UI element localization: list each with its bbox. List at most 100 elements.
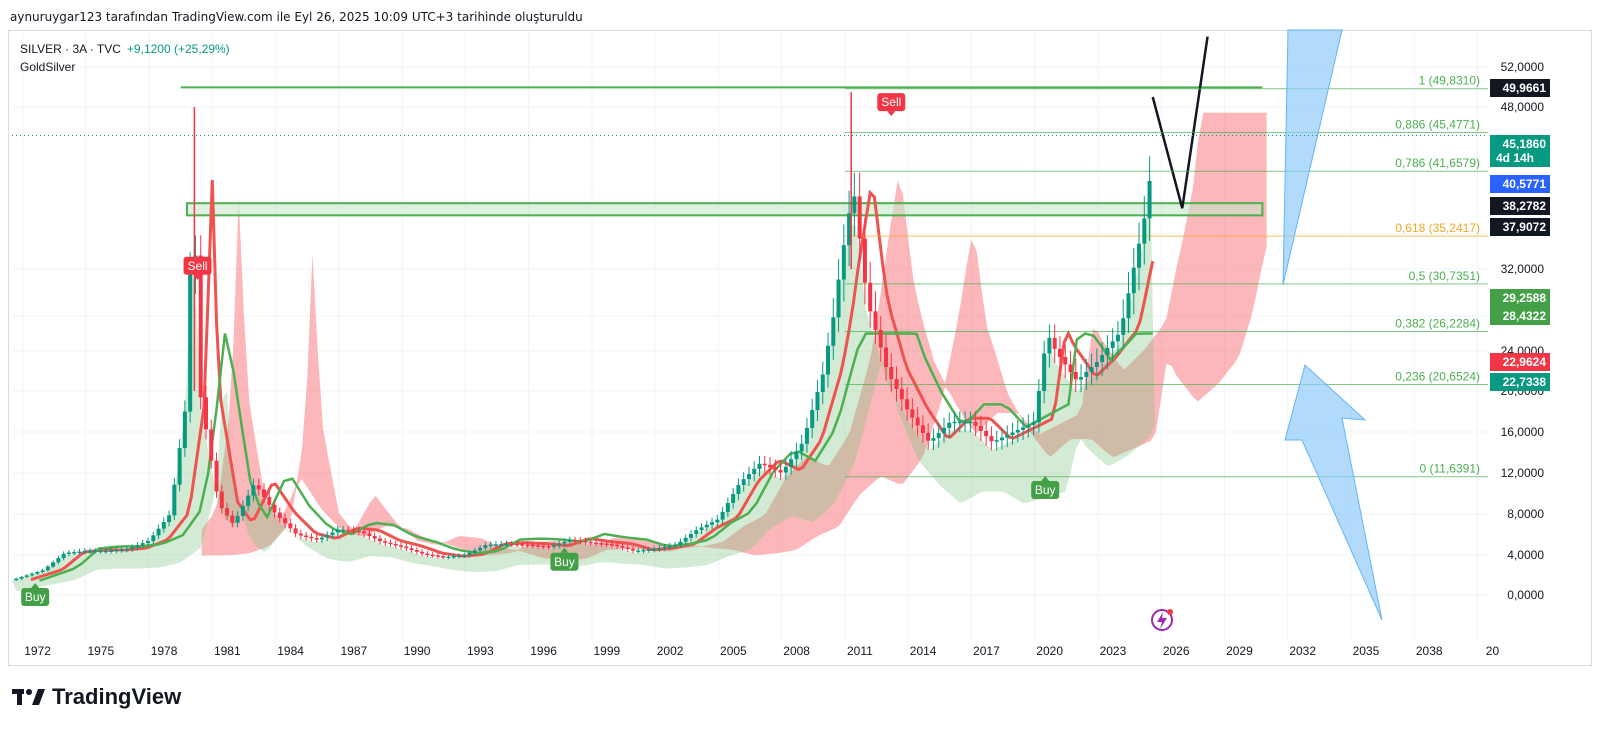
candle[interactable]: [1110, 328, 1115, 363]
candle[interactable]: [209, 419, 214, 469]
candle[interactable]: [525, 541, 530, 548]
candle[interactable]: [688, 530, 693, 542]
resistance-zone[interactable]: [186, 202, 1264, 217]
candle[interactable]: [899, 376, 904, 412]
candle[interactable]: [826, 332, 831, 388]
candle[interactable]: [1100, 342, 1105, 376]
projection-arrow-upper[interactable]: [1282, 29, 1343, 286]
symbol-label[interactable]: SILVER · 3A · TVC: [20, 42, 121, 56]
candle[interactable]: [725, 497, 730, 517]
candle[interactable]: [1026, 414, 1031, 438]
candle[interactable]: [362, 527, 367, 538]
candle[interactable]: [741, 472, 746, 492]
candle[interactable]: [462, 552, 467, 558]
candle[interactable]: [61, 551, 66, 561]
candle[interactable]: [493, 541, 498, 548]
candle[interactable]: [615, 541, 620, 549]
candle[interactable]: [520, 541, 525, 548]
candle[interactable]: [731, 487, 736, 509]
candle[interactable]: [167, 510, 172, 527]
candle[interactable]: [240, 500, 245, 521]
candle[interactable]: [715, 515, 720, 527]
candle[interactable]: [783, 459, 788, 480]
candle[interactable]: [293, 524, 298, 538]
candle[interactable]: [551, 542, 556, 550]
candle[interactable]: [583, 537, 588, 546]
candle[interactable]: [1036, 379, 1041, 433]
candle[interactable]: [873, 291, 878, 344]
candle[interactable]: [662, 544, 667, 551]
candle[interactable]: [246, 489, 251, 512]
candle[interactable]: [562, 538, 567, 547]
candle[interactable]: [277, 507, 282, 523]
candle[interactable]: [109, 547, 114, 554]
candle[interactable]: [51, 560, 56, 569]
indicator-name[interactable]: GoldSilver: [20, 60, 76, 74]
candle[interactable]: [346, 525, 351, 535]
candle[interactable]: [251, 478, 256, 502]
candle[interactable]: [283, 513, 288, 528]
candle[interactable]: [541, 542, 546, 550]
candle[interactable]: [314, 534, 319, 543]
candle[interactable]: [319, 534, 324, 543]
candle[interactable]: [1057, 336, 1062, 372]
candle[interactable]: [1126, 272, 1131, 333]
candle[interactable]: [135, 542, 140, 551]
candle[interactable]: [214, 452, 219, 498]
candle[interactable]: [947, 412, 952, 438]
candle[interactable]: [98, 548, 103, 554]
candle[interactable]: [704, 520, 709, 532]
candle[interactable]: [56, 555, 61, 565]
candle[interactable]: [620, 542, 625, 551]
candle[interactable]: [910, 398, 915, 429]
candle[interactable]: [1094, 348, 1099, 381]
candle[interactable]: [515, 540, 520, 548]
candle[interactable]: [1031, 411, 1036, 436]
candle[interactable]: [588, 538, 593, 546]
candle[interactable]: [430, 552, 435, 558]
candle[interactable]: [367, 529, 372, 540]
candle[interactable]: [414, 547, 419, 555]
candle[interactable]: [789, 450, 794, 475]
candle[interactable]: [114, 547, 119, 554]
candle[interactable]: [1084, 358, 1089, 390]
candle[interactable]: [124, 546, 129, 553]
candle[interactable]: [1010, 422, 1015, 445]
candle[interactable]: [630, 546, 635, 554]
candle[interactable]: [683, 534, 688, 545]
candle[interactable]: [884, 334, 889, 381]
candle[interactable]: [19, 575, 24, 580]
candle[interactable]: [646, 546, 651, 553]
candle[interactable]: [177, 439, 182, 492]
candle[interactable]: [852, 172, 857, 237]
candle[interactable]: [156, 524, 161, 539]
candle[interactable]: [298, 529, 303, 540]
candle[interactable]: [24, 574, 29, 579]
candle[interactable]: [383, 537, 388, 546]
candle[interactable]: [261, 483, 266, 504]
candle[interactable]: [1131, 248, 1136, 315]
candle[interactable]: [678, 538, 683, 549]
candle[interactable]: [467, 550, 472, 558]
candle[interactable]: [847, 190, 852, 267]
projection-path[interactable]: [1151, 36, 1209, 209]
projection-arrow-lower[interactable]: [1284, 364, 1383, 621]
candle[interactable]: [1068, 350, 1073, 386]
candle[interactable]: [1063, 343, 1068, 379]
candle[interactable]: [862, 217, 867, 305]
candle[interactable]: [984, 421, 989, 446]
candle[interactable]: [441, 553, 446, 560]
candle[interactable]: [878, 316, 883, 362]
candle[interactable]: [778, 462, 783, 480]
candle[interactable]: [304, 531, 309, 541]
candle[interactable]: [435, 552, 440, 559]
candle[interactable]: [641, 547, 646, 554]
candle[interactable]: [941, 417, 946, 443]
candle[interactable]: [609, 541, 614, 548]
candle[interactable]: [478, 544, 483, 554]
candle[interactable]: [557, 540, 562, 549]
candle[interactable]: [288, 518, 293, 533]
candle[interactable]: [594, 539, 599, 547]
candle[interactable]: [905, 387, 910, 421]
candle[interactable]: [93, 548, 98, 554]
